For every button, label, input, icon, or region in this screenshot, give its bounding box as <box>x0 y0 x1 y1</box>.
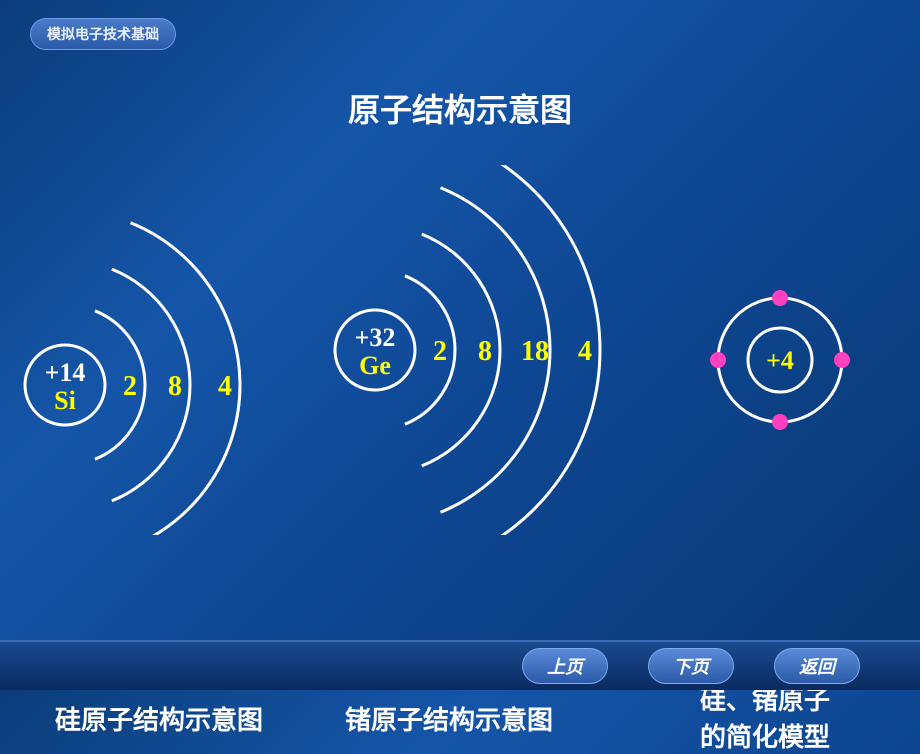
si-caption: 硅原子结构示意图 <box>55 700 263 737</box>
svg-text:18: 18 <box>521 336 549 367</box>
back-button[interactable]: 返回 <box>774 648 860 684</box>
svg-text:8: 8 <box>168 371 182 402</box>
svg-text:Si: Si <box>54 386 76 415</box>
simplified-model-diagram: +4 <box>690 270 870 450</box>
page-title: 原子结构示意图 <box>348 85 572 131</box>
ge-caption: 锗原子结构示意图 <box>345 700 553 737</box>
svg-text:4: 4 <box>578 336 592 367</box>
footer-nav: 上页 下页 返回 <box>0 640 920 690</box>
prev-button[interactable]: 上页 <box>522 648 608 684</box>
svg-text:+4: +4 <box>766 346 794 375</box>
svg-text:4: 4 <box>218 371 232 402</box>
next-button[interactable]: 下页 <box>648 648 734 684</box>
si-atom-diagram: +14Si 28 4 <box>10 195 310 535</box>
svg-text:8: 8 <box>478 336 492 367</box>
svg-text:Ge: Ge <box>359 351 391 380</box>
svg-text:+14: +14 <box>45 358 86 387</box>
svg-text:+32: +32 <box>355 323 396 352</box>
diagram-area: +14Si284 硅原子结构示意图 +32Ge28184 锗原子结构示意图 +4… <box>0 160 920 560</box>
model-caption: 硅、锗原子 的简化模型 <box>700 680 830 754</box>
course-badge: 模拟电子技术基础 <box>30 18 176 50</box>
svg-text:2: 2 <box>123 371 137 402</box>
ge-atom-diagram: +32Ge 28 18 4 <box>310 165 670 535</box>
svg-text:2: 2 <box>433 336 447 367</box>
